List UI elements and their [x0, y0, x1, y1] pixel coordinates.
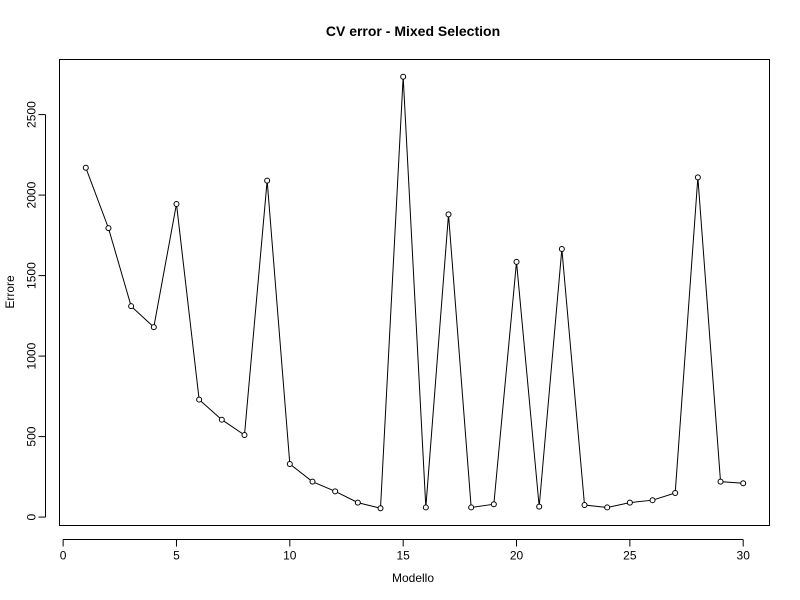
data-point [82, 164, 89, 171]
data-point [264, 177, 271, 184]
data-point [558, 246, 565, 253]
data-point [173, 200, 180, 207]
y-axis: 0 500 1000 1500 2000 2500 [25, 101, 46, 520]
data-point [241, 431, 248, 438]
x-axis: 0 5 10 15 20 25 30 [60, 539, 751, 563]
data-point [377, 505, 384, 512]
data-point [196, 396, 203, 403]
y-tick-label: 2500 [25, 101, 39, 128]
y-tick-label: 0 [25, 513, 39, 520]
data-point [740, 480, 747, 487]
data-point [717, 478, 724, 485]
data-point [218, 416, 225, 423]
data-point [694, 174, 701, 181]
data-point [672, 489, 679, 496]
data-point [309, 478, 316, 485]
x-tick-label: 30 [737, 549, 751, 563]
x-axis-label: Modello [392, 571, 434, 585]
plot-area [59, 59, 770, 526]
data-point [400, 73, 407, 80]
y-tick-label: 1500 [25, 262, 39, 289]
data-point [150, 324, 157, 331]
x-tick-label: 0 [60, 549, 67, 563]
chart-title: CV error - Mixed Selection [326, 23, 500, 39]
y-tick-label: 2000 [25, 181, 39, 208]
data-point [536, 503, 543, 510]
y-tick-label: 1000 [25, 342, 39, 369]
x-tick-label: 5 [173, 549, 180, 563]
data-point [286, 460, 293, 467]
y-tick-label: 500 [25, 426, 39, 446]
x-tick-label: 20 [510, 549, 524, 563]
data-point [354, 499, 361, 506]
data-point [649, 497, 656, 504]
data-point [332, 488, 339, 495]
data-point [128, 303, 135, 310]
data-point [422, 504, 429, 511]
y-axis-label: Errore [3, 275, 17, 309]
data-point [626, 499, 633, 506]
data-point [604, 504, 611, 511]
data-point [468, 504, 475, 511]
series-line [85, 76, 744, 509]
series-layer [82, 73, 747, 512]
data-point [513, 258, 520, 265]
data-point [490, 501, 497, 508]
x-tick-label: 10 [283, 549, 297, 563]
data-point [581, 502, 588, 509]
data-point [445, 211, 452, 218]
x-tick-label: 25 [623, 549, 637, 563]
data-point [105, 225, 112, 232]
x-tick-label: 15 [396, 549, 410, 563]
